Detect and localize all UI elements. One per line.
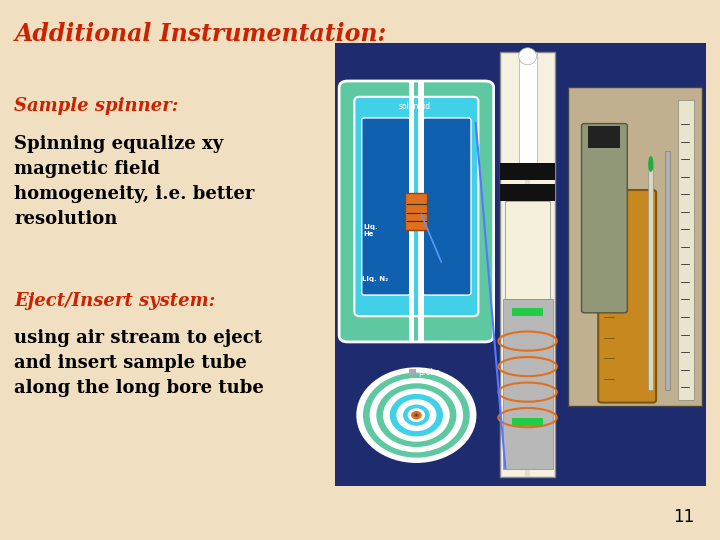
Ellipse shape <box>377 383 456 447</box>
Bar <box>505 201 550 299</box>
FancyBboxPatch shape <box>361 118 410 295</box>
Text: using air stream to eject
and insert sample tube
along the long bore tube: using air stream to eject and insert sam… <box>14 329 264 397</box>
Ellipse shape <box>408 408 425 422</box>
Bar <box>500 52 555 477</box>
Bar <box>526 52 530 477</box>
Bar <box>500 184 555 201</box>
Text: probe: probe <box>418 368 441 376</box>
Ellipse shape <box>411 411 422 420</box>
Text: Spinning equalize xy
magnetic field
homogeneity, i.e. better
resolution: Spinning equalize xy magnetic field homo… <box>14 135 255 228</box>
Bar <box>512 418 543 426</box>
Text: Eject/Insert system:: Eject/Insert system: <box>14 292 216 309</box>
Bar <box>335 43 706 486</box>
Text: 11: 11 <box>673 509 695 526</box>
Text: Liq. N₂: Liq. N₂ <box>362 276 389 282</box>
Ellipse shape <box>518 48 536 65</box>
Text: Additional Instrumentation:: Additional Instrumentation: <box>14 22 387 45</box>
Ellipse shape <box>403 404 430 426</box>
Bar <box>678 100 694 400</box>
Bar <box>588 126 621 148</box>
FancyBboxPatch shape <box>423 118 471 295</box>
Text: solenoid: solenoid <box>399 103 431 111</box>
Ellipse shape <box>396 399 436 431</box>
Bar <box>665 151 670 390</box>
Text: Sample spinner:: Sample spinner: <box>14 97 179 115</box>
Ellipse shape <box>356 367 477 463</box>
Text: Liq.
He: Liq. He <box>364 224 379 237</box>
Ellipse shape <box>390 394 443 436</box>
FancyBboxPatch shape <box>339 81 494 342</box>
Bar <box>512 308 543 315</box>
Ellipse shape <box>350 362 483 468</box>
Ellipse shape <box>415 414 418 416</box>
FancyBboxPatch shape <box>582 124 627 313</box>
Bar <box>409 369 416 375</box>
Ellipse shape <box>369 378 463 453</box>
Ellipse shape <box>363 373 469 458</box>
Bar <box>518 52 536 171</box>
Bar <box>409 82 414 341</box>
FancyBboxPatch shape <box>354 97 478 316</box>
Bar <box>568 87 702 406</box>
Ellipse shape <box>648 156 654 172</box>
Bar <box>503 299 553 469</box>
Ellipse shape <box>383 389 450 442</box>
Bar <box>500 163 555 180</box>
Bar <box>405 193 428 230</box>
FancyBboxPatch shape <box>598 190 656 403</box>
Ellipse shape <box>414 413 419 417</box>
Bar <box>649 167 653 390</box>
Bar <box>418 82 423 341</box>
